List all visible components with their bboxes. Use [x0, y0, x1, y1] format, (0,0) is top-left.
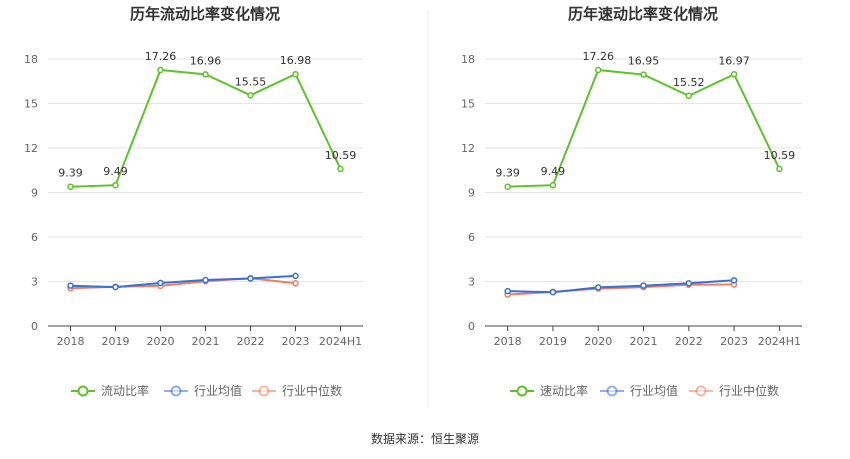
legend-item: 流动比率: [71, 383, 149, 398]
x-tick-label: 2023: [282, 335, 310, 348]
y-tick-label: 9: [468, 187, 475, 200]
data-point: [594, 284, 602, 291]
current-ratio-chart: 历年流动比率变化情况 0 3 6 9 12 15 18 2018 2019 2020 2021 2022…: [24, 5, 363, 398]
y-tick-label: 12: [461, 142, 475, 155]
data-point: [730, 277, 738, 284]
data-label: 15.55: [235, 75, 267, 88]
data-point: [337, 165, 344, 173]
legend-label: 行业中位数: [719, 383, 779, 398]
x-tick-label: 2021: [192, 335, 220, 348]
legend-marker: [606, 385, 618, 397]
data-point: [202, 71, 209, 78]
source-note: 数据来源：恒生聚源: [371, 431, 479, 446]
series-line-1: [507, 279, 735, 294]
legend-label: 行业均值: [194, 383, 242, 398]
x-tick-label: 2024H1: [758, 335, 801, 348]
y-tick-label: 0: [468, 320, 475, 333]
legend-marker: [258, 385, 270, 397]
chart-title: 历年速动比率变化情况: [568, 5, 718, 23]
data-label: 9.39: [58, 167, 83, 180]
data-point: [292, 280, 299, 287]
y-tick-label: 12: [24, 142, 38, 155]
data-label: 10.59: [764, 149, 796, 162]
data-point: [594, 66, 602, 74]
data-point: [685, 92, 693, 100]
y-tick-label: 6: [468, 231, 475, 244]
y-tick-label: 0: [31, 320, 38, 333]
x-tick-label: 2021: [630, 335, 658, 348]
data-label: 17.26: [582, 50, 614, 63]
chart-title: 历年流动比率变化情况: [130, 5, 280, 23]
legend-item: 行业中位数: [252, 383, 342, 398]
x-tick-label: 2024H1: [319, 335, 362, 348]
legend-marker: [516, 385, 528, 397]
data-label: 9.49: [103, 165, 128, 178]
data-point: [549, 288, 557, 296]
x-tick-label: 2020: [147, 335, 175, 348]
x-tick-label: 2022: [675, 335, 703, 348]
legend-label: 行业中位数: [282, 383, 342, 398]
y-tick-label: 18: [24, 53, 38, 66]
y-tick-label: 15: [461, 98, 475, 111]
x-tick-label: 2023: [720, 335, 748, 348]
y-tick-label: 9: [31, 187, 38, 200]
y-tick-label: 3: [468, 276, 475, 289]
data-label: 9.49: [541, 165, 566, 178]
legend-marker: [77, 385, 89, 397]
data-point: [112, 283, 119, 291]
data-point: [157, 66, 164, 74]
data-label: 10.59: [325, 149, 357, 162]
data-label: 17.26: [145, 50, 177, 63]
data-point: [640, 71, 647, 78]
legend-item: 速动比率: [510, 383, 588, 398]
data-label: 16.98: [280, 54, 312, 67]
data-point: [549, 181, 557, 189]
data-label: 15.52: [673, 76, 705, 89]
data-label: 16.95: [628, 55, 660, 68]
x-tick-label: 2019: [539, 335, 567, 348]
data-point: [504, 287, 511, 295]
legend-item: 行业中位数: [689, 383, 779, 398]
series-line-1: [70, 274, 296, 289]
data-point: [67, 282, 74, 289]
x-tick-label: 2018: [494, 335, 522, 348]
legend-label: 行业均值: [630, 383, 678, 398]
data-point: [112, 181, 119, 189]
data-label: 9.39: [495, 167, 520, 180]
legend-item: 行业均值: [600, 383, 678, 398]
data-point: [247, 92, 254, 99]
data-point: [776, 165, 783, 173]
y-tick-label: 15: [24, 98, 38, 111]
legend-item: 行业均值: [164, 383, 242, 398]
data-point: [157, 279, 164, 287]
data-point: [685, 280, 693, 287]
data-point: [730, 71, 738, 78]
quick-ratio-chart: 历年速动比率变化情况 0 3 6 9 12 15 18 2018 2019 2020 2021 2022…: [461, 5, 802, 398]
data-point: [292, 70, 299, 78]
legend-marker: [695, 385, 707, 397]
y-tick-label: 18: [461, 53, 475, 66]
data-point: [247, 275, 254, 282]
data-point: [640, 282, 647, 289]
data-label: 16.96: [190, 54, 222, 67]
data-point: [202, 276, 209, 284]
data-label: 16.97: [718, 54, 750, 67]
data-point: [67, 183, 74, 190]
x-tick-label: 2018: [57, 335, 85, 348]
x-tick-label: 2019: [102, 335, 130, 348]
x-tick-label: 2022: [237, 335, 265, 348]
data-point: [504, 183, 511, 190]
data-point: [292, 272, 299, 280]
legend-label: 速动比率: [540, 383, 588, 398]
legend-label: 流动比率: [101, 383, 149, 398]
legend-marker: [170, 385, 182, 397]
y-tick-label: 3: [31, 276, 38, 289]
x-tick-label: 2020: [584, 335, 612, 348]
y-tick-label: 6: [31, 231, 38, 244]
